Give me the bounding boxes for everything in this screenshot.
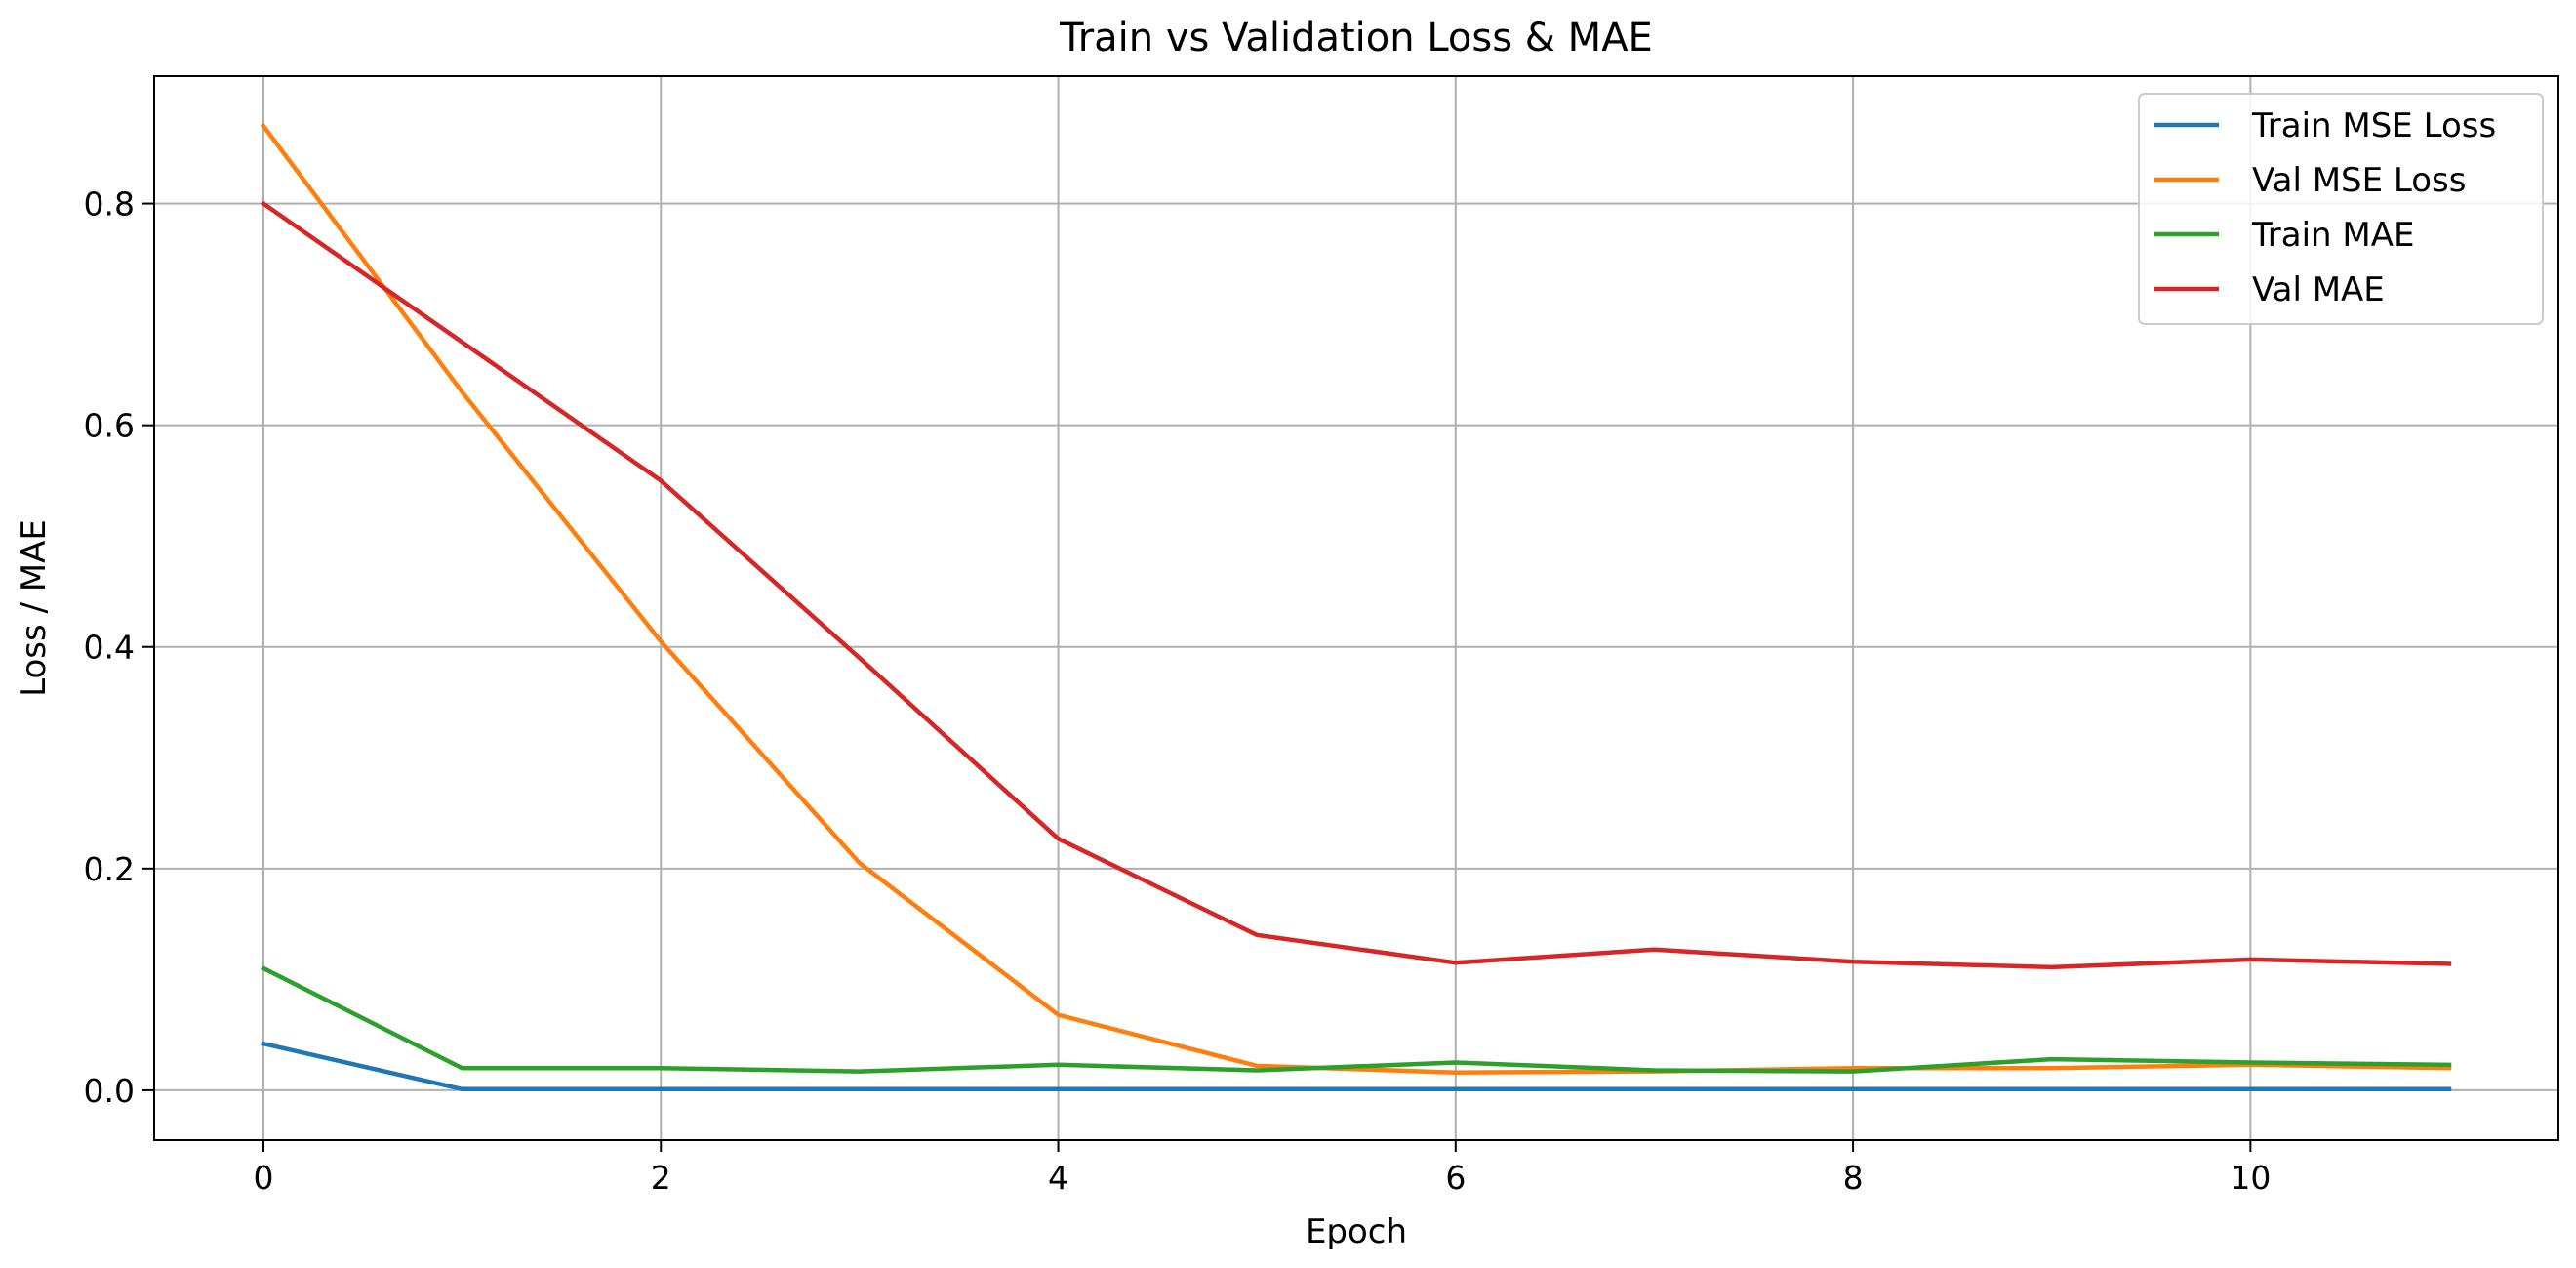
y-tick-label: 0.8	[84, 185, 135, 224]
x-axis-title: Epoch	[1306, 1212, 1407, 1251]
legend-box	[2138, 93, 2544, 325]
x-tick-label: 10	[2230, 1159, 2271, 1197]
x-tick-label: 6	[1445, 1159, 1466, 1197]
legend-label: Val MAE	[2252, 270, 2385, 309]
x-tick-label: 2	[651, 1159, 671, 1197]
legend-label: Train MSE Loss	[2251, 106, 2496, 145]
x-tick-label: 8	[1843, 1159, 1864, 1197]
tick-layer: 0 2 4 6 8 10 0.0 0.2 0.4 0.6 0.8	[84, 185, 2272, 1197]
y-tick-label: 0.0	[84, 1072, 135, 1110]
x-tick-label: 4	[1048, 1159, 1068, 1197]
legend: Train MSE Loss Val MSE Loss Train MAE Val M…	[2138, 93, 2544, 325]
series-line-train-mse-loss	[261, 1041, 2452, 1092]
legend-label: Val MSE Loss	[2252, 161, 2467, 200]
y-tick-label: 0.2	[84, 850, 135, 888]
y-axis-title: Loss / MAE	[15, 519, 54, 697]
chart-title: Train vs Validation Loss & MAE	[1059, 16, 1653, 61]
series-layer	[260, 122, 2452, 1092]
x-tick-label: 0	[254, 1159, 274, 1197]
y-tick-label: 0.6	[84, 407, 135, 445]
legend-label: Train MAE	[2251, 216, 2414, 255]
plot-frame	[153, 75, 2559, 1141]
y-tick-label: 0.4	[84, 629, 135, 667]
series-line-val-mae	[260, 200, 2452, 970]
series-line-train-mae	[260, 964, 2452, 1074]
series-line-val-mse-loss	[260, 122, 2452, 1075]
